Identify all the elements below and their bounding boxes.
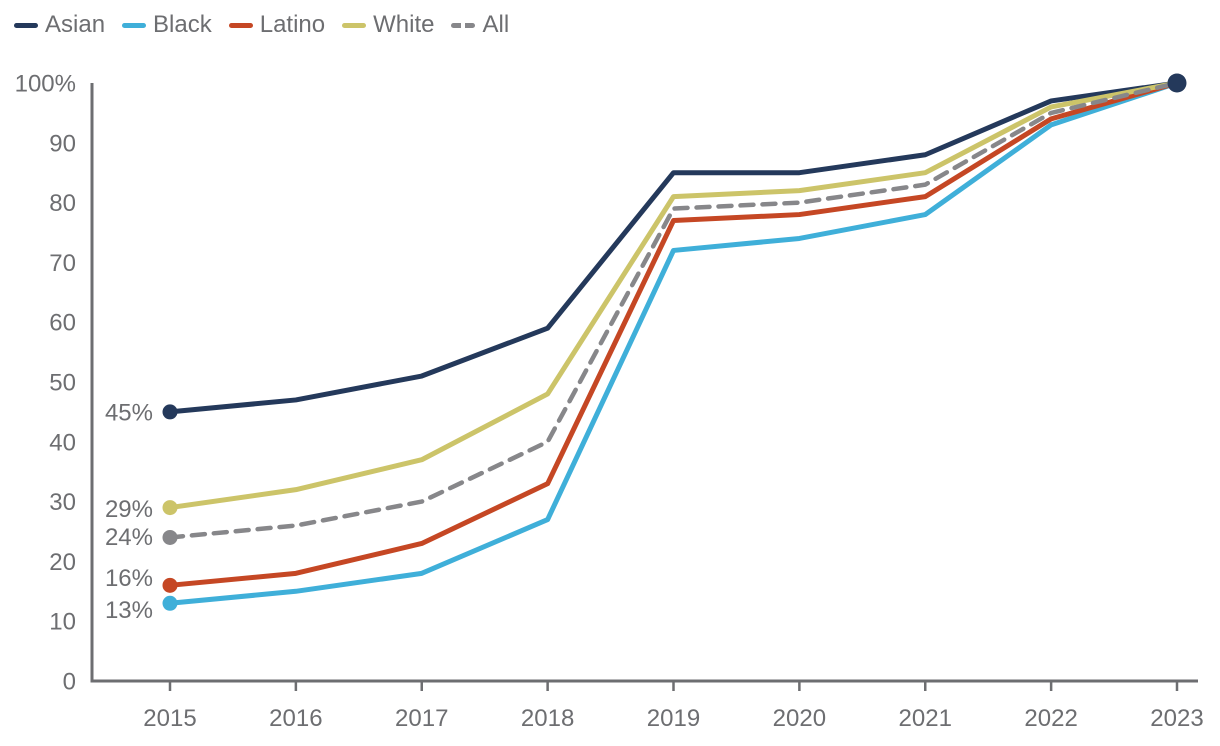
start-point-marker-black (162, 595, 178, 611)
y-axis-tick-label: 80 (49, 190, 76, 217)
y-axis-tick-label: 30 (49, 489, 76, 516)
y-axis-tick-label: 40 (49, 429, 76, 456)
y-axis-tick-label: 20 (49, 549, 76, 576)
x-axis-tick-label: 2018 (521, 705, 574, 732)
legend-swatch-all (451, 22, 476, 28)
x-axis-tick-label: 2019 (647, 705, 700, 732)
y-axis-tick-label: 0 (63, 669, 76, 696)
series-start-label-white: 29% (105, 496, 153, 523)
series-line-white (167, 80, 1180, 511)
legend-label: White (373, 11, 435, 38)
series-start-label-all: 24% (105, 524, 153, 551)
x-axis-tick-label: 2023 (1150, 705, 1203, 732)
start-point-marker-white (162, 500, 178, 516)
x-axis-tick-label: 2021 (899, 705, 952, 732)
legend-swatch-latino (228, 22, 253, 28)
legend-label: Latino (259, 11, 326, 38)
series-start-label-asian: 45% (105, 399, 153, 426)
series-line-black (167, 80, 1180, 606)
y-axis-tick-label: 50 (49, 370, 76, 397)
axis-lines (90, 83, 1198, 683)
x-axis-tick-label: 2015 (143, 705, 196, 732)
y-axis-tick-label: 70 (49, 250, 76, 277)
legend-label: Black (153, 11, 212, 38)
legend-item-white: White (342, 13, 434, 37)
start-point-marker-latino (162, 577, 178, 593)
legend-label: Asian (45, 11, 106, 38)
x-axis-tick-label: 2017 (395, 705, 448, 732)
series-start-label-black: 13% (105, 597, 153, 624)
legend-swatch-white (342, 22, 367, 28)
x-axis-tick-label: 2020 (773, 705, 826, 732)
series-line-asian (167, 80, 1180, 415)
y-axis-tick-label: 100% (15, 71, 76, 98)
legend-item-black: Black (122, 13, 212, 37)
series-start-label-latino: 16% (105, 565, 153, 592)
legend-label: All (482, 11, 510, 38)
x-axis-tick-label: 2022 (1024, 705, 1077, 732)
legend-item-latino: Latino (228, 11, 326, 38)
start-point-marker-asian (162, 404, 178, 420)
legend-item-asian: Asian (14, 13, 105, 37)
legend-item-all: All (451, 13, 509, 37)
series-line-all (167, 80, 1180, 540)
y-axis-tick-label: 10 (49, 609, 76, 636)
series-line-latino (167, 80, 1180, 588)
start-point-marker-all (162, 529, 178, 545)
legend: Asian Black Latino White All (14, 13, 509, 37)
legend-swatch-black (122, 22, 147, 28)
y-axis-tick-label: 60 (49, 310, 76, 337)
x-axis-tick-label: 2016 (269, 705, 322, 732)
end-point-marker-asian (1167, 73, 1187, 93)
y-axis-tick-label: 90 (49, 130, 76, 157)
legend-swatch-asian (14, 22, 38, 28)
